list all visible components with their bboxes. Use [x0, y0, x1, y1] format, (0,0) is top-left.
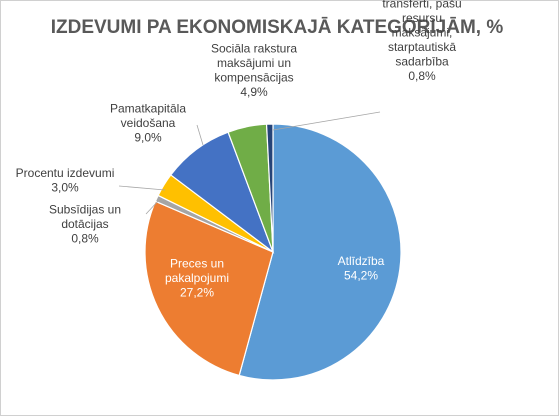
- data-labels: Atlīdzība 54,2% Preces un pakalpojumi 27,2% S…: [16, 0, 462, 300]
- slice-category: Atlīdzība: [338, 254, 385, 268]
- slice-category: Preces un: [170, 257, 224, 271]
- slice-label: Preces un pakalpojumi 27,2%: [165, 257, 229, 300]
- slice-label: Atlīdzība 54,2%: [338, 254, 385, 283]
- leader-line: [196, 124, 204, 146]
- slice-category: Sociāla rakstura: [211, 41, 297, 55]
- slice-label: Transferti,uzturēšanasizdevumutransferti…: [382, 0, 461, 83]
- pie-slice: [265, 123, 274, 253]
- pie-slices: [144, 123, 402, 381]
- slice-category: maksājumi un: [217, 56, 291, 70]
- slice-value: 3,0%: [51, 180, 79, 194]
- leader-lines: [118, 111, 381, 215]
- pie-slice: [144, 200, 274, 377]
- slice-label: Procentu izdevumi 3,0%: [16, 166, 115, 195]
- slice-category: Procentu izdevumi: [16, 166, 115, 180]
- leader-line: [145, 199, 160, 215]
- leader-line: [118, 185, 166, 191]
- slice-value: 27,2%: [180, 286, 214, 300]
- pie-slice: [238, 123, 402, 381]
- slice-value: 4,9%: [240, 85, 268, 99]
- slice-category: Subsīdijas un: [49, 203, 121, 217]
- slice-category: maksājumi,: [392, 26, 453, 40]
- slice-label: Subsīdijas un dotācijas 0,8%: [49, 203, 121, 246]
- leader-line: [272, 111, 381, 131]
- slice-category: Pamatkapitāla: [110, 102, 186, 116]
- slice-category: pakalpojumi: [165, 271, 229, 285]
- slice-category: veidošana: [121, 116, 176, 130]
- slice-value: 0,8%: [71, 232, 99, 246]
- slice-category: dotācijas: [61, 217, 108, 231]
- slice-value: 54,2%: [344, 268, 378, 282]
- slice-value: 9,0%: [134, 131, 162, 145]
- slice-value: 0,8%: [408, 69, 436, 83]
- slice-category: transferti, pašu: [382, 0, 461, 11]
- slice-label: Pamatkapitāla veidošana 9,0%: [110, 102, 186, 145]
- chart-title: IZDEVUMI PA EKONOMISKAJĀ KATEGORIJĀM, %: [51, 17, 504, 38]
- slice-label: Sociāla rakstura maksājumi un kompensācija…: [211, 41, 297, 99]
- slice-category: kompensācijas: [214, 70, 293, 84]
- slice-category: starptautiskā: [388, 40, 456, 54]
- slice-category: resursu: [402, 11, 442, 25]
- slice-category: sadarbība: [395, 55, 449, 69]
